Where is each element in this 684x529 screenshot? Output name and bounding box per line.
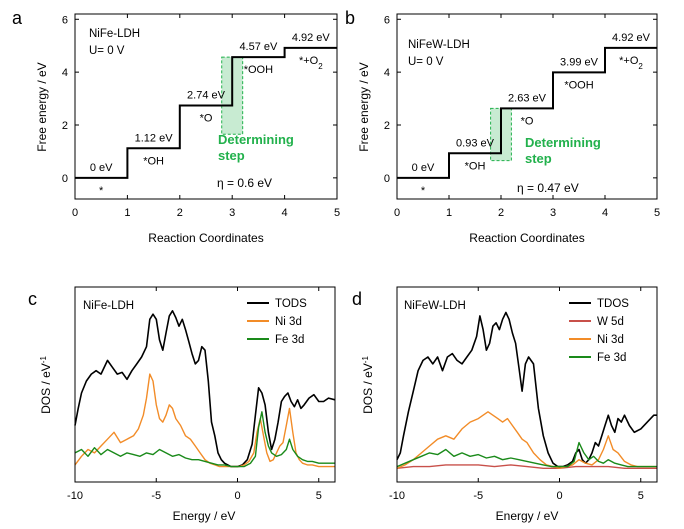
x-tick-label: -10 xyxy=(67,490,83,502)
x-tick-label: 4 xyxy=(282,207,288,219)
energy-value-label: 1.12 eV xyxy=(135,132,174,144)
determining-step-label-line2: step xyxy=(525,151,552,166)
determining-step-label-line1: Determining xyxy=(218,132,294,147)
y-tick-label: 6 xyxy=(62,14,68,26)
x-tick-label: 2 xyxy=(177,207,183,219)
energy-value-label: 4.92 eV xyxy=(292,32,331,44)
panel-letter-a: a xyxy=(12,8,23,28)
energy-value-label: 0.93 eV xyxy=(456,137,495,149)
dos-series-line xyxy=(396,411,657,469)
y-axis-label: DOS / eV-1 xyxy=(361,356,376,414)
energy-value-label: 3.99 eV xyxy=(560,56,599,68)
dos-series-line xyxy=(74,411,335,468)
x-tick-label: 1 xyxy=(124,207,130,219)
x-tick-label: -5 xyxy=(151,490,161,502)
overpotential-label: η = 0.47 eV xyxy=(517,181,579,195)
x-tick-label: 5 xyxy=(654,207,660,219)
legend-entry: Ni 3d xyxy=(275,316,302,328)
panel-title: NiFeW-LDH xyxy=(404,300,466,312)
free-energy-step-line xyxy=(397,46,657,179)
energy-value-label: 0 eV xyxy=(412,162,435,174)
x-tick-label: -5 xyxy=(473,490,483,502)
y-tick-label: 4 xyxy=(384,67,390,79)
energy-value-label: 2.74 eV xyxy=(187,89,226,101)
plot-frame xyxy=(396,286,658,483)
panel-letter-d: d xyxy=(352,289,362,309)
dos-panel-nifew: -10 -5 0 5 TDOS W 5d Ni 3d Fe 3d NiFeW-LDH Ener… xyxy=(361,286,658,523)
species-label: *+O2 xyxy=(299,55,323,70)
y-axis-label: Free energy / eV xyxy=(35,62,49,151)
panel-letter-b: b xyxy=(345,8,355,28)
x-axis-label: Energy / eV xyxy=(496,509,559,523)
y-tick-label: 6 xyxy=(384,14,390,26)
dos-panel-nife: -10 -5 0 5 TODS Ni 3d Fe 3d NiFe-LDH Energy / … xyxy=(39,286,336,523)
x-tick-label: 0 xyxy=(72,207,78,219)
free-energy-panel-nifew: 0 1 2 3 4 5 0 2 4 6 0 eV * 0.93 eV *OH 2.63 eV *O 3.99 e… xyxy=(357,13,660,245)
plot-frame xyxy=(396,13,658,200)
species-label: * xyxy=(99,185,104,197)
x-tick-label: 0 xyxy=(234,490,240,502)
legend-entry: Fe 3d xyxy=(275,334,304,346)
x-tick-label: 3 xyxy=(550,207,556,219)
species-label: *OH xyxy=(465,160,486,172)
x-axis-label: Energy / eV xyxy=(173,509,236,523)
y-tick-label: 2 xyxy=(384,120,390,132)
x-tick-label: -10 xyxy=(389,490,405,502)
plot-frame xyxy=(74,286,336,483)
y-tick-label: 0 xyxy=(384,173,390,185)
legend-entry: Fe 3d xyxy=(597,352,626,364)
x-tick-label: 3 xyxy=(229,207,235,219)
potential-label: U= 0 V xyxy=(89,45,125,57)
species-label: *O xyxy=(200,112,213,124)
x-tick-label: 5 xyxy=(334,207,340,219)
determining-step-label-line1: Determining xyxy=(525,135,601,150)
energy-value-label: 4.57 eV xyxy=(239,41,278,53)
y-tick-label: 0 xyxy=(62,173,68,185)
free-energy-panel-nife: 0 1 2 3 4 5 0 2 4 6 0 eV * 1.12 eV *OH 2.74 eV *O 4.57 e… xyxy=(35,13,340,245)
free-energy-step-line xyxy=(75,46,337,179)
y-tick-label: 2 xyxy=(62,120,68,132)
x-axis-label: Reaction Coordinates xyxy=(469,231,584,245)
energy-value-label: 4.92 eV xyxy=(612,32,651,44)
x-tick-label: 4 xyxy=(602,207,608,219)
energy-value-label: 0 eV xyxy=(90,162,113,174)
species-label: *OH xyxy=(143,155,164,167)
panel-title: NiFe-LDH xyxy=(89,28,140,40)
dos-series-line xyxy=(74,373,335,468)
legend-entry: Ni 3d xyxy=(597,334,624,346)
species-label: *OOH xyxy=(244,64,273,76)
dos-series-line xyxy=(74,310,336,468)
x-axis-label: Reaction Coordinates xyxy=(148,231,263,245)
species-label: *OOH xyxy=(564,79,593,91)
y-axis-label: DOS / eV-1 xyxy=(39,356,54,414)
plot-frame xyxy=(74,13,338,200)
x-tick-label: 5 xyxy=(316,490,322,502)
panel-letter-c: c xyxy=(28,289,37,309)
panel-title: NiFe-LDH xyxy=(83,300,134,312)
legend-entry: TODS xyxy=(275,298,307,310)
legend-entry: TDOS xyxy=(597,298,629,310)
species-label: *+O2 xyxy=(619,55,643,70)
dos-series-line xyxy=(396,311,657,468)
y-tick-label: 4 xyxy=(62,67,68,79)
energy-value-label: 2.63 eV xyxy=(508,92,547,104)
species-label: * xyxy=(421,185,426,197)
panel-title: NiFeW-LDH xyxy=(408,39,470,51)
dos-series-line xyxy=(396,441,657,468)
species-label: *O xyxy=(521,115,534,127)
x-tick-label: 2 xyxy=(498,207,504,219)
dos-series-line xyxy=(396,464,657,469)
x-tick-label: 0 xyxy=(556,490,562,502)
y-axis-label: Free energy / eV xyxy=(357,62,371,151)
x-tick-label: 0 xyxy=(394,207,400,219)
legend-entry: W 5d xyxy=(597,316,624,328)
x-tick-label: 5 xyxy=(638,490,644,502)
potential-label: U= 0 V xyxy=(408,56,444,68)
x-tick-label: 1 xyxy=(446,207,452,219)
determining-step-label-line2: step xyxy=(218,148,245,163)
overpotential-label: η = 0.6 eV xyxy=(217,176,272,190)
